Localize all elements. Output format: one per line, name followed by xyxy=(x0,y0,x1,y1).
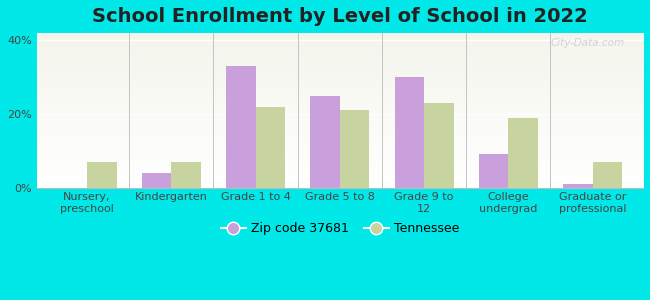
Text: City-Data.com: City-Data.com xyxy=(551,38,625,48)
Bar xyxy=(142,173,172,188)
Legend: Zip code 37681, Tennessee: Zip code 37681, Tennessee xyxy=(216,217,464,240)
Bar xyxy=(87,162,116,188)
Bar xyxy=(395,77,424,188)
Title: School Enrollment by Level of School in 2022: School Enrollment by Level of School in … xyxy=(92,7,588,26)
Bar xyxy=(255,106,285,188)
Bar xyxy=(508,118,538,188)
Bar xyxy=(479,154,508,188)
Bar xyxy=(563,184,593,188)
Bar xyxy=(172,162,201,188)
Bar xyxy=(310,96,340,188)
Bar xyxy=(424,103,454,188)
Bar xyxy=(593,162,622,188)
Bar xyxy=(340,110,369,188)
Bar xyxy=(226,66,255,188)
